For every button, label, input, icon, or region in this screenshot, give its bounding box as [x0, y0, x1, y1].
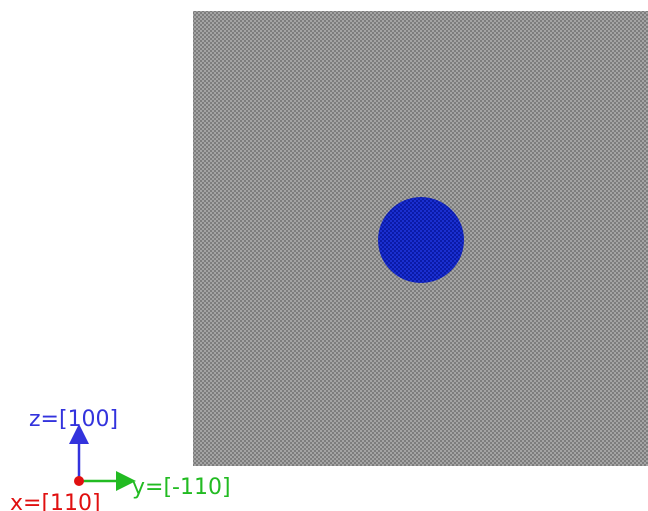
x-axis-dot — [74, 476, 84, 486]
x-axis-label: x=[110] — [10, 491, 101, 511]
scene: z=[100] y=[-110] x=[110] — [0, 0, 648, 511]
page: z=[100] y=[-110] x=[110] (() => { const … — [0, 0, 648, 511]
z-axis-label: z=[100] — [29, 407, 118, 432]
y-axis-label: y=[-110] — [132, 475, 231, 500]
precipitate — [378, 197, 464, 283]
